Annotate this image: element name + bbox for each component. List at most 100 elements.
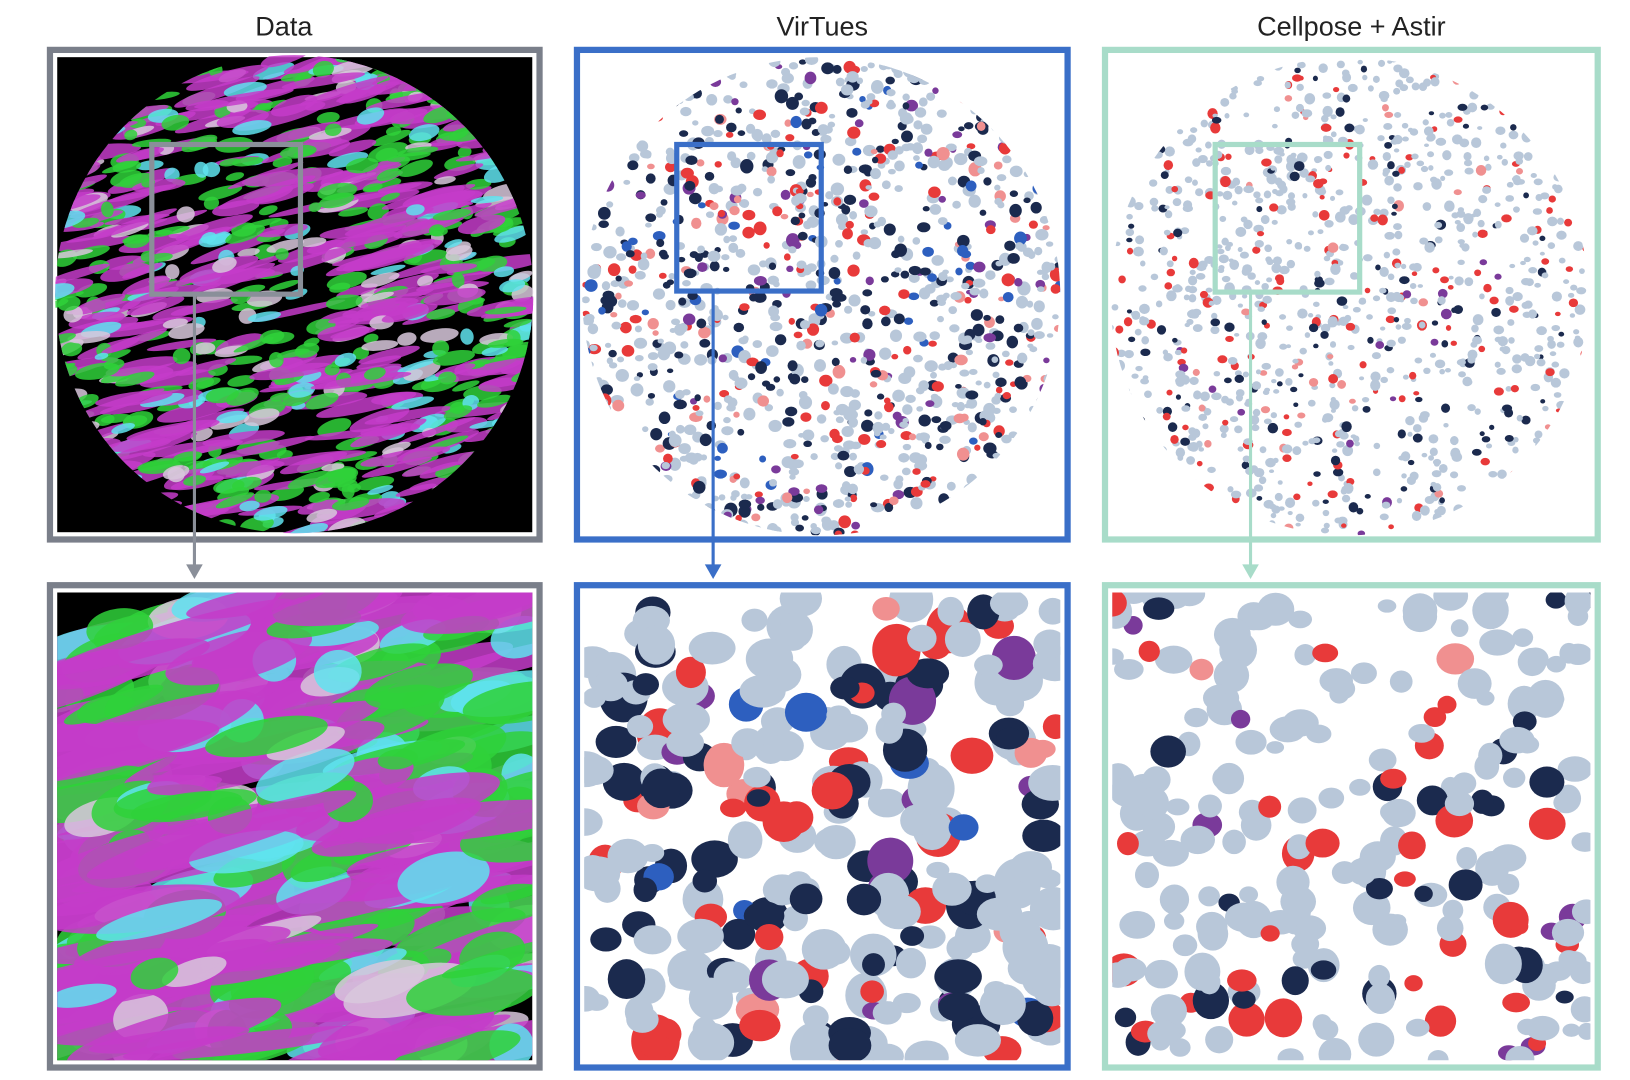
cell <box>1440 175 1446 181</box>
cell <box>1408 723 1435 743</box>
cell <box>837 450 850 461</box>
cell <box>1323 522 1330 529</box>
cell <box>1196 911 1228 942</box>
fluorescence-signal <box>198 185 243 201</box>
cell <box>1501 158 1508 166</box>
cell <box>1384 231 1395 240</box>
cell <box>1259 370 1268 376</box>
cell <box>918 60 929 68</box>
fluorescence-signal <box>288 382 316 398</box>
cell <box>582 430 589 437</box>
cell <box>993 494 1006 504</box>
cell <box>769 321 783 332</box>
cell <box>1512 446 1519 454</box>
cell <box>1474 502 1483 510</box>
cell <box>1445 325 1452 331</box>
cell <box>963 122 974 130</box>
cell <box>1167 422 1178 432</box>
fluorescence-signal <box>176 206 195 223</box>
cell <box>1554 311 1561 317</box>
cell <box>890 271 900 278</box>
cell <box>883 223 896 236</box>
cell <box>1353 125 1363 133</box>
cell <box>979 288 989 299</box>
cell <box>1580 427 1588 435</box>
cell <box>1258 64 1266 74</box>
cell <box>746 357 759 367</box>
cell <box>1441 340 1449 348</box>
cell <box>1541 258 1550 265</box>
cell <box>646 496 660 506</box>
cell <box>652 330 659 336</box>
cell <box>1523 486 1531 494</box>
cell <box>713 961 752 993</box>
cell <box>1027 329 1035 336</box>
cell <box>779 592 823 617</box>
fluorescence-signal <box>126 279 197 295</box>
cell <box>1132 124 1142 133</box>
cell <box>998 471 1007 479</box>
cell <box>1129 504 1136 511</box>
cell <box>1211 116 1222 124</box>
cell <box>1052 314 1059 320</box>
cell <box>913 120 923 130</box>
cell <box>1115 111 1127 122</box>
cell <box>723 95 733 104</box>
cell <box>587 408 600 420</box>
cell <box>653 96 666 110</box>
cell <box>629 465 636 471</box>
cell <box>582 183 593 192</box>
cell <box>1364 494 1371 499</box>
cell <box>1272 457 1279 464</box>
cell <box>1118 502 1127 509</box>
cell <box>666 368 674 374</box>
cell <box>660 253 669 260</box>
cell <box>894 267 902 273</box>
cell <box>1510 470 1517 476</box>
cell <box>747 264 761 276</box>
cell <box>1134 201 1144 211</box>
cell <box>1328 361 1334 366</box>
cell <box>867 837 914 885</box>
cell <box>1439 112 1446 119</box>
cell <box>1291 111 1300 119</box>
cell <box>634 355 644 362</box>
cell <box>1526 75 1537 83</box>
cell <box>699 338 711 348</box>
fluorescence-signal <box>103 358 125 371</box>
cell <box>1509 263 1516 269</box>
cell <box>1274 492 1283 502</box>
cell <box>1342 445 1354 457</box>
cell <box>814 101 828 114</box>
cell <box>994 392 1002 400</box>
cell <box>595 511 605 520</box>
cell <box>623 179 631 185</box>
cell <box>1380 768 1407 789</box>
cell <box>1499 57 1506 63</box>
cell <box>887 150 898 160</box>
cell <box>683 506 696 519</box>
cell <box>992 371 1000 379</box>
cell <box>1274 274 1285 283</box>
cell <box>830 452 840 461</box>
cell <box>950 292 962 301</box>
cell <box>1445 111 1453 118</box>
cell <box>1574 335 1581 340</box>
cell <box>1554 422 1566 433</box>
cell <box>600 384 613 396</box>
cell <box>610 157 619 166</box>
cell <box>1562 163 1569 169</box>
cell <box>1512 471 1520 479</box>
cell <box>1380 288 1387 294</box>
cell <box>1002 392 1011 400</box>
cell <box>1341 523 1347 528</box>
cell <box>955 267 963 276</box>
cell <box>975 874 1000 893</box>
cell <box>1121 505 1132 515</box>
cell <box>1192 368 1200 376</box>
cell <box>766 57 776 63</box>
cell <box>1463 213 1474 225</box>
cell <box>1384 111 1394 119</box>
cell <box>674 510 683 517</box>
cell <box>1235 226 1247 237</box>
